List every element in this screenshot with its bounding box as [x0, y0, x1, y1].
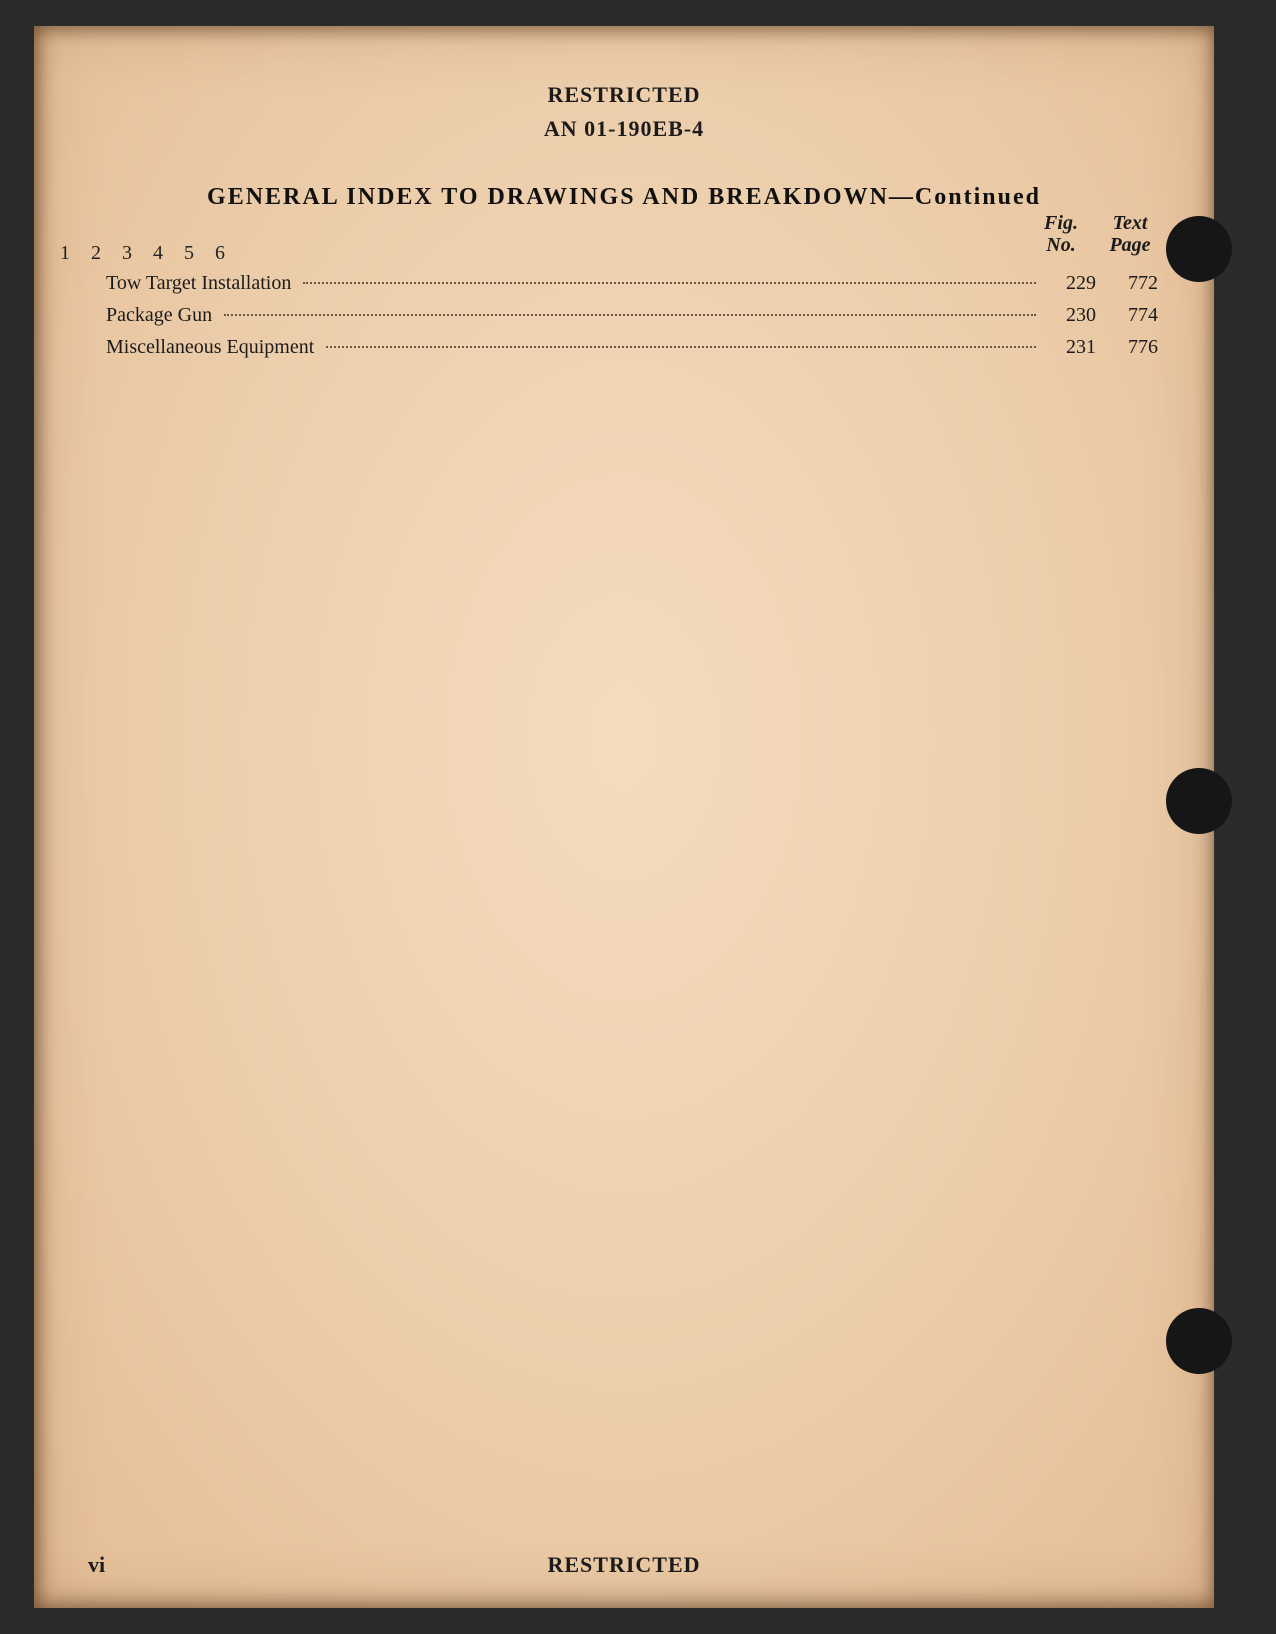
classification-bottom: RESTRICTED [34, 1552, 1214, 1578]
index-row: Miscellaneous Equipment 231 776 [106, 336, 1158, 368]
index-label: Tow Target Installation [106, 272, 297, 295]
scan-frame: RESTRICTED AN 01-190EB-4 GENERAL INDEX T… [0, 0, 1276, 1634]
col-header-fig-top: Fig. [1033, 212, 1089, 234]
classification-top: RESTRICTED [34, 82, 1214, 108]
dot-leaders [326, 346, 1036, 348]
binder-hole [1166, 1308, 1232, 1374]
index-row: Package Gun 230 774 [106, 304, 1158, 336]
binder-hole [1166, 768, 1232, 834]
index-fig: 231 [1042, 336, 1110, 359]
index-page: 774 [1110, 304, 1158, 327]
section-title-suffix: —Continued [889, 184, 1041, 210]
col-header-page-bottom: Page [1102, 234, 1158, 256]
column-headers: Fig. Text No. Page [1033, 212, 1158, 256]
dot-leaders [303, 282, 1036, 284]
section-title: GENERAL INDEX TO DRAWINGS AND BREAKDOWN—… [34, 184, 1214, 211]
document-code: AN 01-190EB-4 [34, 116, 1214, 142]
page-number: vi [88, 1552, 105, 1578]
index-fig: 230 [1042, 304, 1110, 327]
dot-leaders [224, 314, 1036, 316]
col-header-fig-bottom: No. [1033, 234, 1089, 256]
col-header-page-top: Text [1102, 212, 1158, 234]
index-fig: 229 [1042, 272, 1110, 295]
index-label: Miscellaneous Equipment [106, 336, 320, 359]
indent-level-guide: 1 2 3 4 5 6 [60, 242, 233, 265]
index-label: Package Gun [106, 304, 218, 327]
binder-hole [1166, 216, 1232, 282]
index-list: Tow Target Installation 229 772 Package … [106, 272, 1158, 368]
document-page: RESTRICTED AN 01-190EB-4 GENERAL INDEX T… [34, 26, 1214, 1608]
page-header: RESTRICTED AN 01-190EB-4 [34, 82, 1214, 142]
section-title-main: GENERAL INDEX TO DRAWINGS AND BREAKDOWN [207, 184, 889, 210]
index-row: Tow Target Installation 229 772 [106, 272, 1158, 304]
index-page: 776 [1110, 336, 1158, 359]
index-page: 772 [1110, 272, 1158, 295]
